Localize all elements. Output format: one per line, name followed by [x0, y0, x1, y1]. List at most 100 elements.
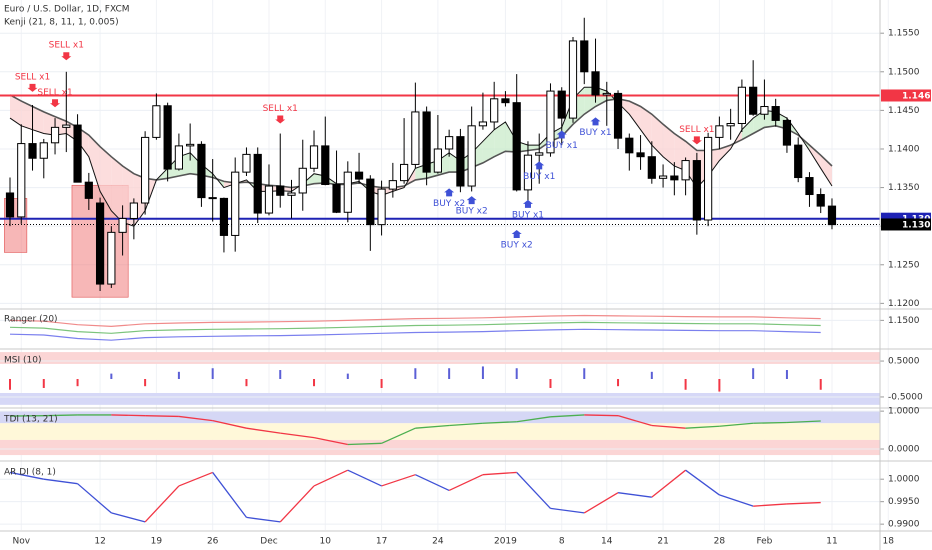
candle-body — [197, 143, 206, 199]
indicator-segment — [786, 501, 821, 505]
candle-body — [636, 152, 645, 158]
kenji-cloud — [111, 156, 123, 223]
signal-label: SELL x1 — [263, 104, 298, 114]
indicator-segment — [482, 421, 517, 424]
candle-body — [141, 136, 150, 204]
candle-body — [704, 136, 713, 221]
kenji-cloud — [482, 129, 495, 163]
candle-body — [95, 202, 105, 285]
signal-label: SELL x1 — [15, 72, 50, 82]
histogram-bar — [211, 368, 214, 379]
signal-arrow — [275, 115, 286, 124]
indicator-label: Kenji (21, 8, 11, 1, 0.005) — [4, 18, 119, 28]
histogram-bar — [718, 379, 721, 392]
kenji-cloud — [88, 135, 101, 192]
histogram-bar — [819, 379, 822, 390]
histogram-bar — [42, 379, 45, 388]
x-tick-label: Feb — [756, 537, 772, 547]
candle-body — [129, 202, 138, 219]
kenji-cloud — [10, 94, 22, 126]
histogram-bar — [583, 368, 586, 379]
signal-arrow — [61, 52, 72, 61]
candle-body — [602, 92, 611, 96]
histogram-bar — [549, 379, 552, 388]
signal-label: BUY x2 — [501, 241, 533, 251]
candle-body — [73, 124, 82, 183]
y-tick-label: 1.1250 — [888, 260, 920, 270]
histogram-bar — [9, 379, 11, 390]
signal-label: BUY x1 — [546, 141, 578, 151]
indicator-segment — [246, 427, 281, 434]
kenji-cloud — [494, 121, 506, 157]
y-tick-label: 0.9950 — [888, 497, 920, 507]
indicator-segment — [9, 471, 44, 480]
indicator-segment — [516, 416, 551, 423]
candle-body — [400, 163, 409, 182]
indicator-line — [9, 314, 821, 328]
candle-body — [118, 217, 127, 233]
signal-label: SELL x1 — [679, 125, 714, 135]
signal-label: BUY x2 — [433, 199, 465, 209]
x-tick-label: 10 — [320, 537, 332, 547]
indicator-segment — [381, 474, 416, 487]
histogram-bar — [414, 368, 417, 379]
candle-body — [670, 175, 679, 181]
candle-body — [5, 192, 15, 218]
indicator-segment — [178, 415, 213, 422]
x-tick-label: 14 — [601, 537, 613, 547]
histogram-bar — [177, 371, 180, 379]
pane-title: TDI (13, 21) — [3, 415, 58, 425]
indicator-segment — [279, 485, 315, 523]
candle-body — [253, 153, 262, 214]
candle-body — [456, 136, 465, 187]
x-tick-label: 8 — [559, 537, 565, 547]
candle-body — [816, 194, 825, 207]
kenji-cloud — [640, 106, 652, 146]
kenji-cloud — [820, 155, 832, 187]
price-label: 1.14693 — [902, 91, 932, 101]
y-tick-label: 1.1350 — [888, 183, 920, 193]
indicator-segment — [313, 469, 349, 487]
candle-body — [568, 40, 578, 119]
signal-arrow — [444, 188, 455, 197]
candle-body — [276, 185, 285, 196]
signal-label: SELL x1 — [37, 88, 72, 98]
histogram-bar — [144, 379, 147, 387]
x-tick-label: 2019 — [494, 537, 517, 547]
x-tick-label: 18 — [883, 537, 895, 547]
y-tick-label: 1.1400 — [888, 144, 920, 154]
x-tick-label: 24 — [432, 537, 444, 547]
indicator-segment — [347, 469, 382, 487]
indicator-segment — [753, 503, 787, 507]
signal-arrow — [590, 117, 601, 126]
candle-body — [512, 102, 521, 191]
indicator-segment — [77, 483, 112, 514]
candle-body — [366, 178, 375, 226]
indicator-segment — [178, 471, 213, 487]
indicator-segment — [685, 469, 720, 496]
indicator-segment — [212, 419, 247, 429]
kenji-cloud — [719, 145, 731, 161]
indicator-segment — [43, 414, 78, 417]
histogram-bar — [448, 368, 451, 379]
candle-body — [658, 175, 668, 179]
histogram-bar — [279, 370, 282, 379]
indicator-segment — [246, 516, 281, 523]
level-band — [0, 423, 880, 440]
candle-body — [692, 160, 701, 221]
y-tick-label: 1.1500 — [888, 316, 920, 326]
candle-body — [28, 143, 37, 159]
signal-label: BUY x1 — [523, 172, 555, 182]
candle-body — [445, 136, 454, 150]
candle-body — [343, 171, 352, 213]
indicator-segment — [685, 425, 720, 429]
candle-body — [760, 106, 769, 115]
indicator-segment — [111, 512, 146, 523]
candle-body — [715, 125, 724, 138]
signal-label: BUY x1 — [579, 128, 611, 138]
kenji-cloud — [629, 101, 641, 130]
candle-body — [422, 111, 431, 173]
indicator-segment — [111, 414, 146, 417]
